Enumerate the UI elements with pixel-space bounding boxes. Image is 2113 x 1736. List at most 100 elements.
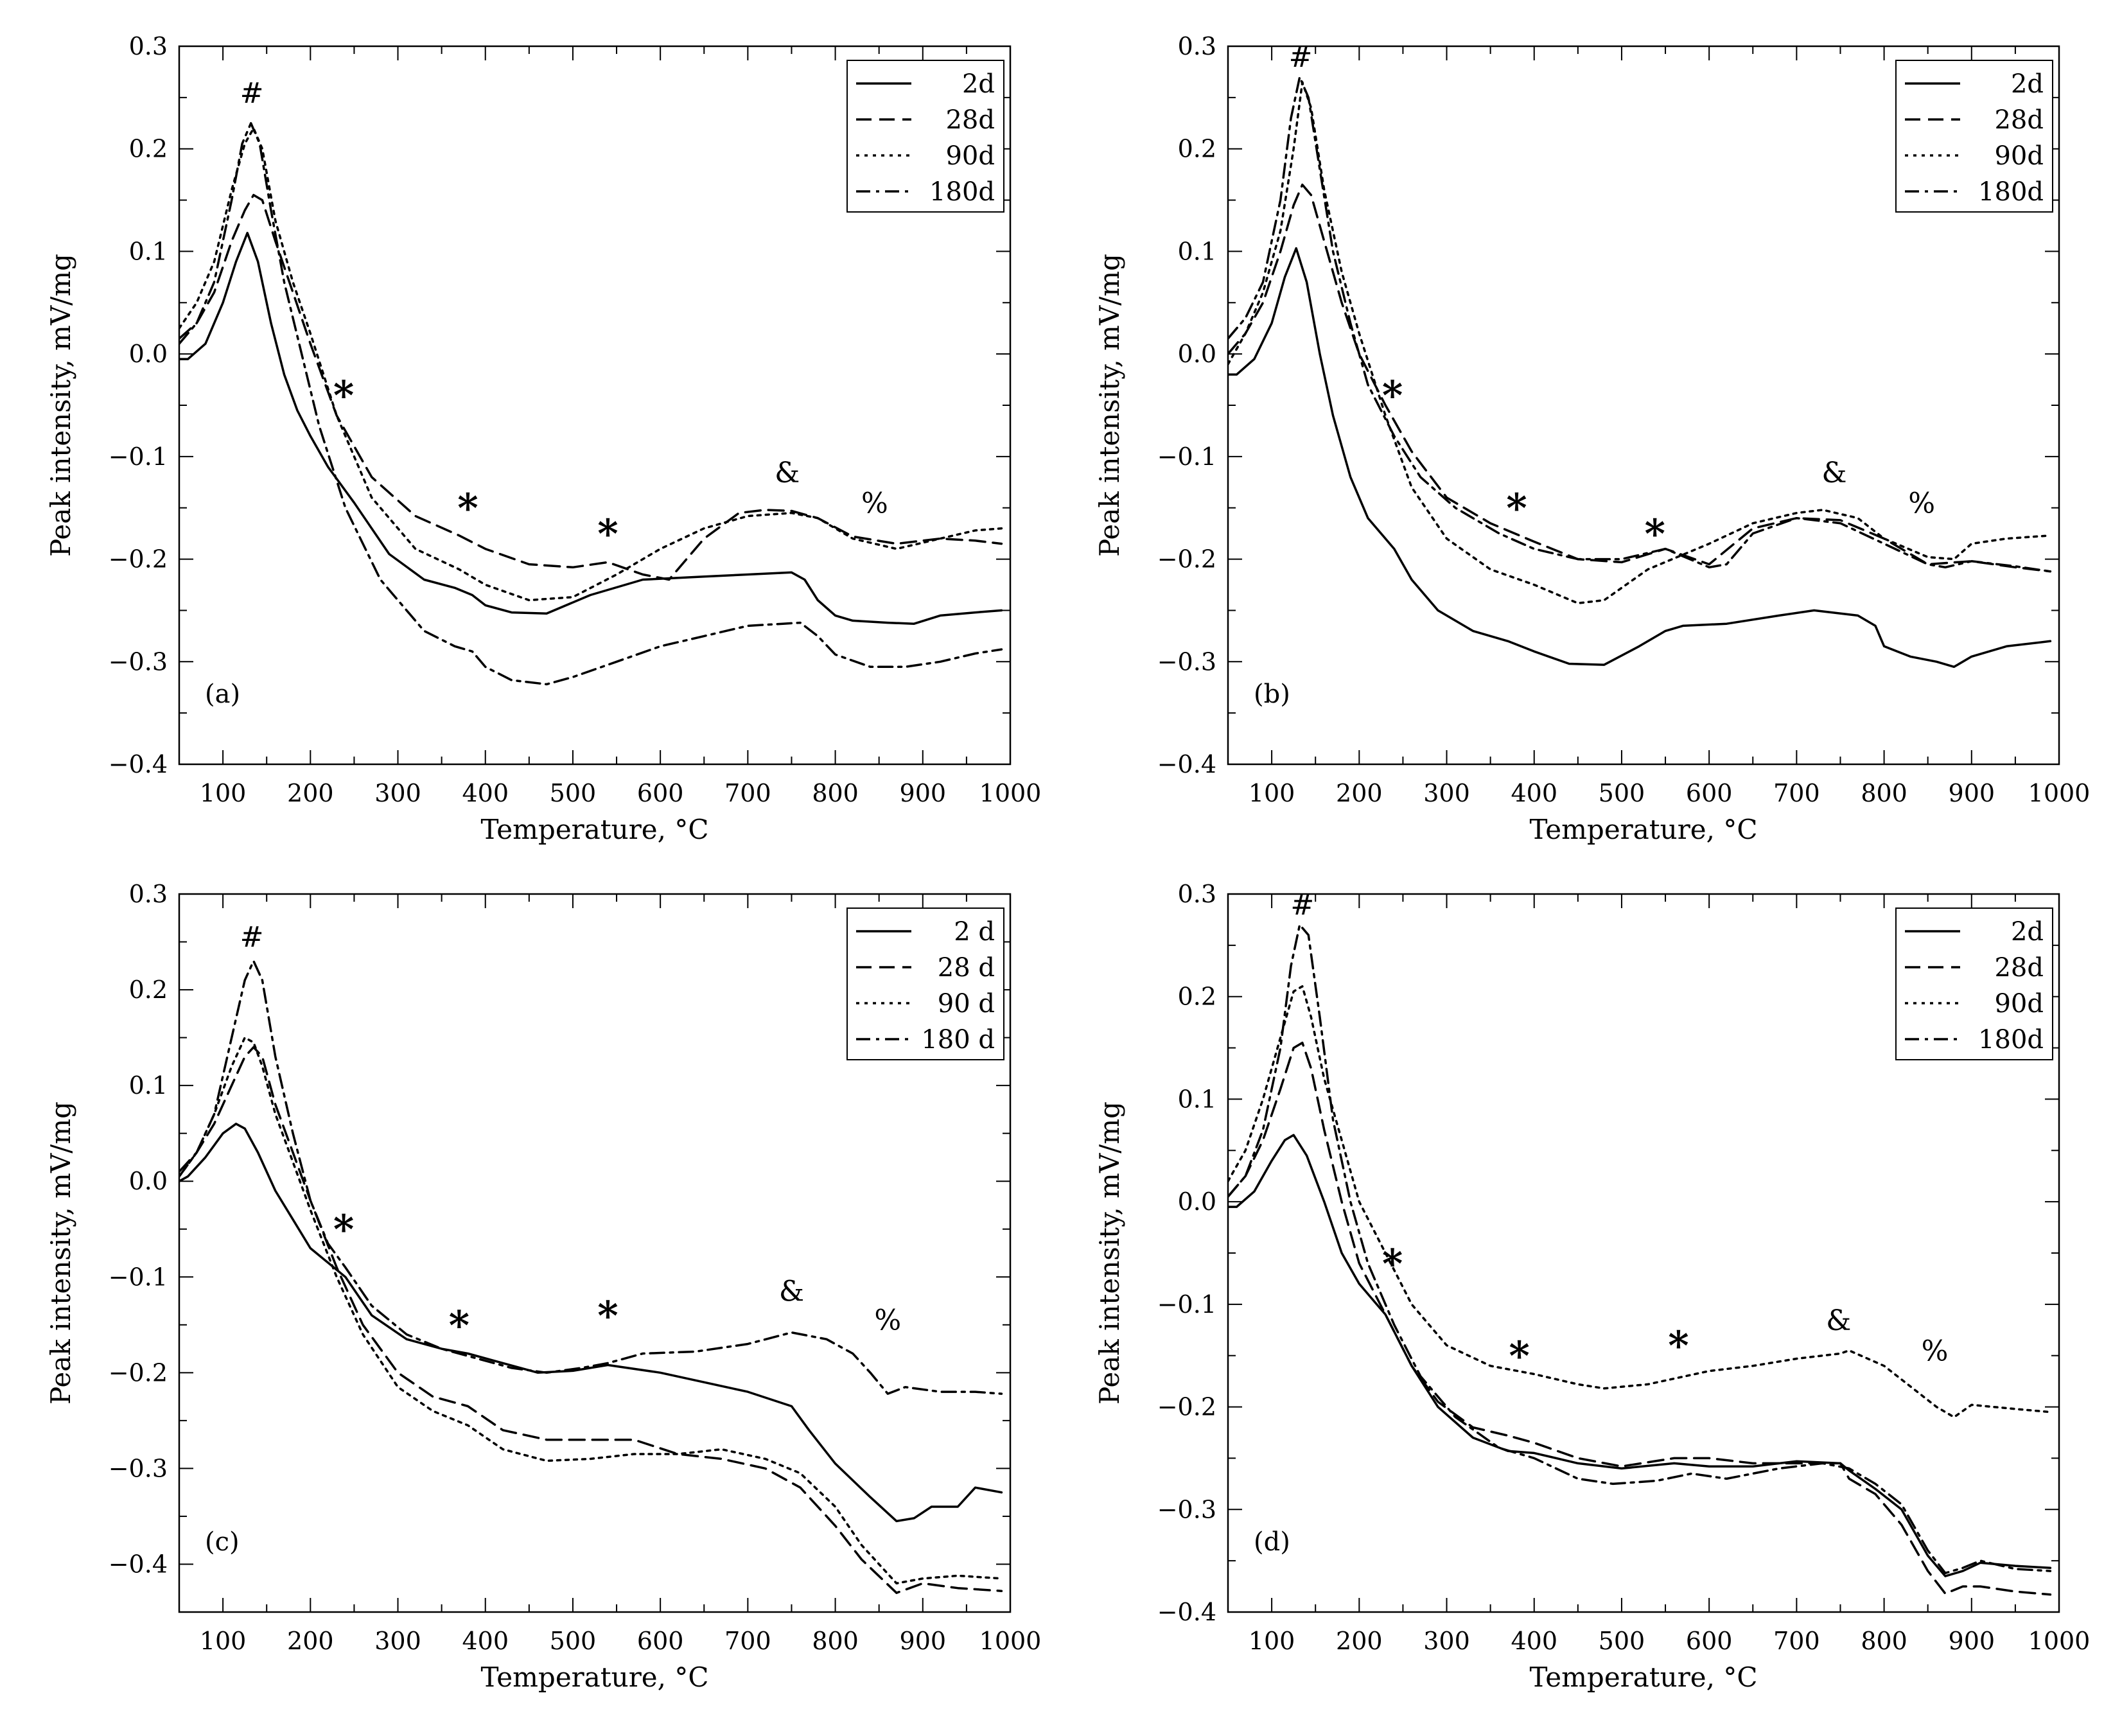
legend: 2d 28d 90d 180d xyxy=(846,60,1004,213)
series-line-2d xyxy=(179,231,1003,625)
legend-label: 90d xyxy=(945,141,995,171)
x-tick-label: 300 xyxy=(374,1627,421,1655)
y-tick-label: 0.3 xyxy=(129,32,168,60)
legend-label: 28d xyxy=(1994,105,2044,135)
series-line-2d xyxy=(179,1123,1003,1523)
series-line-2d xyxy=(1228,1134,2052,1577)
x-tick-label: 300 xyxy=(374,779,421,807)
chart-panel-c: 100 200 300 400 500 600 700 800 900 1000 0.3 0.2 0.1… xyxy=(45,880,1041,1693)
panel-label: (d) xyxy=(1254,1527,1290,1557)
y-tick-label: −0.2 xyxy=(1157,1393,1216,1421)
y-tick-label: −0.3 xyxy=(109,647,168,676)
peak-annotation: * xyxy=(1382,1240,1403,1287)
x-tick-label: 300 xyxy=(1423,779,1470,807)
x-tick-label: 500 xyxy=(1599,1627,1645,1655)
y-tick-label: 0.2 xyxy=(1178,983,1216,1011)
x-tick-label: 900 xyxy=(1949,1627,1995,1655)
x-tick-label: 700 xyxy=(724,779,771,807)
x-tick-label: 900 xyxy=(1949,779,1995,807)
x-tick-label: 800 xyxy=(1861,779,1907,807)
y-tick-label: 0.2 xyxy=(1178,135,1216,163)
x-tick-label: 200 xyxy=(287,1627,334,1655)
x-tick-label: 200 xyxy=(1336,779,1383,807)
y-tick-label: 0.2 xyxy=(129,135,168,163)
y-tick-label: −0.2 xyxy=(109,545,168,574)
series-line-180d xyxy=(1228,924,2052,1575)
panel-label: (a) xyxy=(205,679,240,709)
y-tick-label: 0.0 xyxy=(129,1167,168,1195)
series-line-180d xyxy=(1228,76,2052,573)
peak-annotation: & xyxy=(775,457,800,489)
legend-label: 28d xyxy=(1994,953,2044,983)
legend-box xyxy=(846,60,1004,213)
x-tick-label: 300 xyxy=(1423,1627,1470,1655)
peak-annotation: & xyxy=(779,1276,804,1308)
x-tick-label: 500 xyxy=(550,1627,597,1655)
y-tick-label: 0.1 xyxy=(1178,1085,1216,1113)
legend-label: 2d xyxy=(2011,917,2044,947)
legend-label: 90 d xyxy=(938,989,995,1019)
y-tick-label: −0.3 xyxy=(1157,647,1216,676)
y-tick-label: 0.1 xyxy=(129,1071,168,1100)
legend-label: 28d xyxy=(945,105,995,135)
legend-label: 2d xyxy=(962,69,995,99)
y-axis-title: Peak intensity, mV/mg xyxy=(45,1101,76,1405)
x-tick-label: 400 xyxy=(462,779,509,807)
legend-label: 90d xyxy=(1994,141,2044,171)
chart-panel-b: 100 200 300 400 500 600 700 800 900 1000 0.3 0.2 0.1… xyxy=(1094,32,2090,845)
y-tick-label: 0.1 xyxy=(1178,237,1216,265)
y-axis-title: Peak intensity, mV/mg xyxy=(45,254,76,557)
series-line-90d xyxy=(1228,985,2052,1419)
legend-label: 180d xyxy=(1978,177,2044,207)
series-line-28d xyxy=(1228,183,2052,573)
x-tick-label: 100 xyxy=(200,779,247,807)
peak-annotation: % xyxy=(1922,1335,1949,1368)
peak-annotation: & xyxy=(1821,457,1846,489)
peak-annotation: * xyxy=(1509,1333,1529,1380)
series-line-2d xyxy=(1228,247,2052,669)
y-axis-title: Peak intensity, mV/mg xyxy=(1094,1101,1125,1405)
x-tick-label: 700 xyxy=(724,1627,771,1655)
y-tick-label: −0.4 xyxy=(1157,1598,1216,1626)
peak-annotation: * xyxy=(449,1302,469,1349)
x-axis-title: Temperature, °C xyxy=(481,1661,709,1693)
x-tick-label: 100 xyxy=(200,1627,247,1655)
y-tick-label: −0.1 xyxy=(1157,1290,1216,1319)
x-tick-label: 700 xyxy=(1773,779,1820,807)
peak-annotation: * xyxy=(597,511,618,557)
y-tick-label: −0.4 xyxy=(109,1550,168,1578)
series-group xyxy=(179,960,1003,1594)
legend-label: 2d xyxy=(2011,69,2044,99)
y-tick-label: −0.4 xyxy=(109,750,168,778)
chart-panel-d: 100 200 300 400 500 600 700 800 900 1000 0.3 0.2 0.1… xyxy=(1094,880,2090,1693)
x-tick-label: 700 xyxy=(1773,1627,1820,1655)
peak-annotation: * xyxy=(1668,1322,1688,1369)
peak-annotation: % xyxy=(874,1304,901,1337)
peak-annotation: # xyxy=(240,921,264,954)
y-tick-label: −0.3 xyxy=(109,1454,168,1482)
y-axis-title: Peak intensity, mV/mg xyxy=(1094,254,1125,557)
y-tick-label: 0.3 xyxy=(129,880,168,908)
x-tick-label: 200 xyxy=(1336,1627,1383,1655)
panel-label: (b) xyxy=(1254,679,1290,709)
x-tick-label: 600 xyxy=(637,779,684,807)
x-tick-label: 600 xyxy=(1686,779,1733,807)
legend-label: 180 d xyxy=(921,1025,995,1055)
peak-annotation: * xyxy=(333,1206,354,1253)
x-tick-label: 900 xyxy=(900,779,947,807)
x-tick-label: 400 xyxy=(1511,1627,1557,1655)
y-tick-label: −0.2 xyxy=(109,1358,168,1387)
legend: 2d 28d 90d 180d xyxy=(1895,907,2053,1060)
series-group xyxy=(1228,76,2052,669)
peak-annotation: * xyxy=(597,1292,618,1339)
x-tick-label: 100 xyxy=(1249,779,1295,807)
peak-annotation: * xyxy=(1382,372,1403,419)
x-axis-title: Temperature, °C xyxy=(1530,814,1758,845)
legend-label: 28 d xyxy=(938,953,995,983)
series-line-180d xyxy=(179,960,1003,1395)
peak-annotation: * xyxy=(333,372,354,419)
peak-annotation: * xyxy=(1644,511,1665,557)
x-tick-label: 1000 xyxy=(979,1627,1042,1655)
y-tick-label: 0.3 xyxy=(1178,880,1216,908)
